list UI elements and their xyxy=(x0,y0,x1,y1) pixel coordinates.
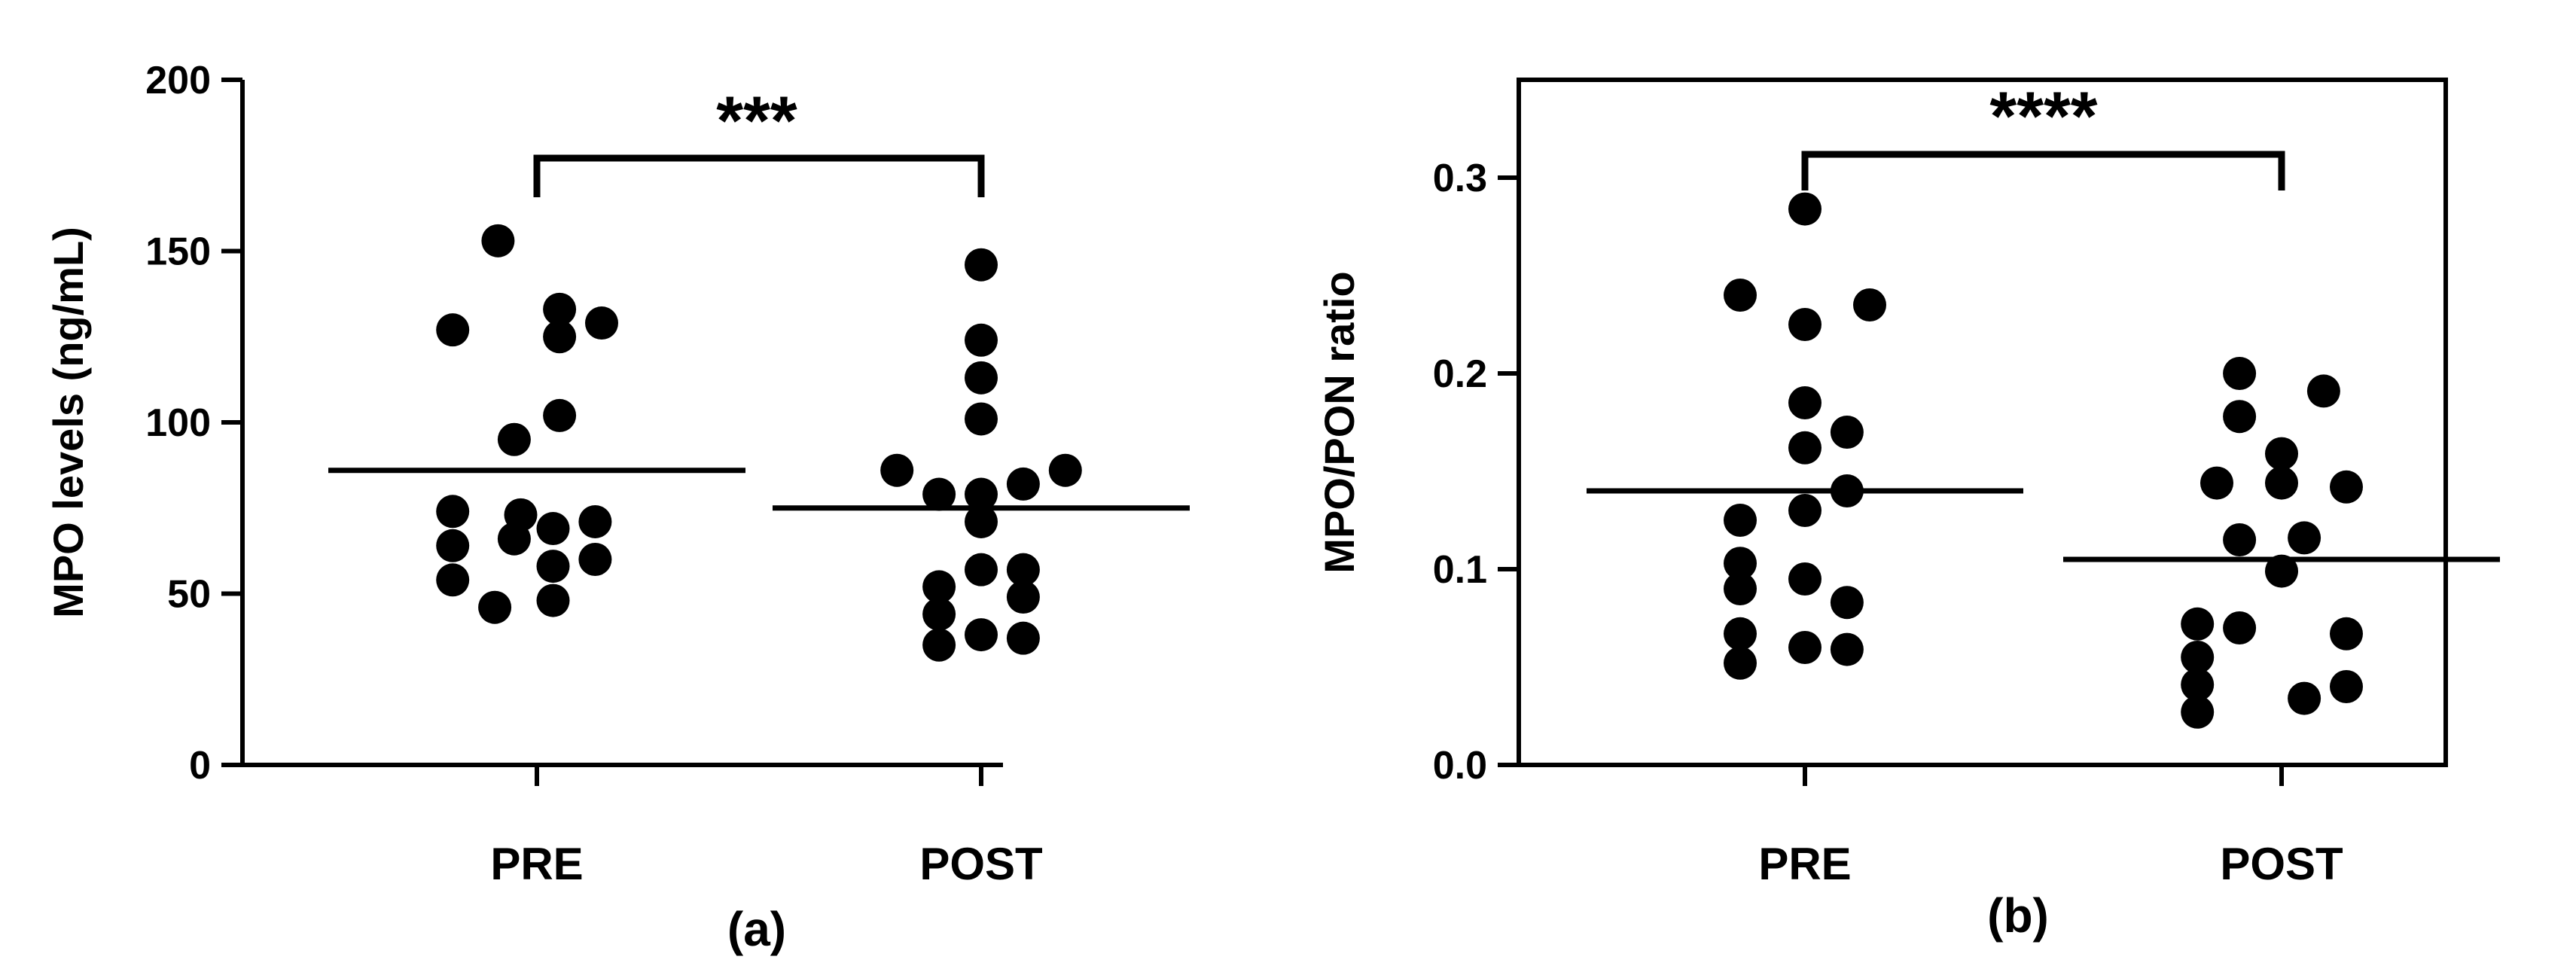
chart-a-post-point xyxy=(880,453,914,487)
chart-a-significance-label: *** xyxy=(716,83,797,160)
chart-b-pre-point xyxy=(1724,617,1757,650)
chart-b-pre-point xyxy=(1788,192,1821,226)
chart-b-pre-point xyxy=(1788,494,1821,527)
chart-b-post-point xyxy=(2265,437,2298,471)
chart-b-ytick-label: 0.3 xyxy=(1433,157,1487,200)
chart-a-post-point xyxy=(965,361,998,395)
chart-b-post-point xyxy=(2288,521,2321,555)
chart-b-post-point xyxy=(2223,611,2257,644)
chart-b-post-point xyxy=(2330,617,2363,650)
chart-a-ytick-label: 150 xyxy=(145,230,211,274)
chart-a-pre-point xyxy=(536,583,570,617)
chart-b-pre-point xyxy=(1788,386,1821,419)
chart-a: 0 50 100 150 200 PRE POST MPO levels (ng/mL) (a)… xyxy=(44,59,1190,956)
chart-b-ytick-label: 0.1 xyxy=(1433,548,1487,592)
chart-b-pre-point xyxy=(1788,431,1821,465)
chart-b-ylabel: MPO/PON ratio xyxy=(1315,271,1363,573)
chart-b-post-point xyxy=(2181,695,2215,729)
chart-a-pre-point xyxy=(543,292,577,326)
chart-a-pre-point xyxy=(436,313,470,347)
chart-a-pre-point xyxy=(497,522,531,556)
chart-a-post-point xyxy=(922,570,956,604)
chart-b-pre-point xyxy=(1830,416,1864,449)
chart-a-significance-bracket xyxy=(533,154,985,197)
chart-a-ytick-label: 200 xyxy=(145,59,211,102)
chart-b-post-point xyxy=(2330,470,2363,504)
chart-a-xtick-label-pre: PRE xyxy=(490,839,583,889)
chart-a-post-point xyxy=(965,504,998,538)
chart-a-pre-point xyxy=(436,529,470,562)
chart-b-post-point xyxy=(2223,357,2257,390)
chart-a-post-point xyxy=(922,628,956,662)
chart-a-post-point xyxy=(965,477,998,511)
chart-a-pre-point xyxy=(481,224,515,257)
chart-b-post-point xyxy=(2181,668,2215,702)
chart-a-pre-point xyxy=(497,422,531,456)
chart-a-pre-point xyxy=(578,543,612,576)
chart-b-pre-point xyxy=(1853,288,1886,321)
chart-b-significance-bracket xyxy=(1801,151,2285,190)
chart-a-pre-point xyxy=(478,590,512,624)
chart-b-post-point xyxy=(2306,374,2340,408)
chart-b-pre-point xyxy=(1724,504,1757,537)
chart-a-pre-point xyxy=(543,398,577,432)
chart-a-post-point xyxy=(965,553,998,586)
chart-a-post-point xyxy=(965,402,998,436)
chart-b-post-point xyxy=(2288,681,2321,715)
chart-a-pre-point xyxy=(436,495,470,529)
chart-b-post-point xyxy=(2265,466,2298,500)
chart-a-post-point xyxy=(1048,453,1082,487)
chart-b-post-point xyxy=(2200,466,2233,500)
chart-b-pre-point xyxy=(1724,547,1757,580)
chart-b-ytick-label: 0.2 xyxy=(1433,352,1487,396)
chart-b: 0.0 0.1 0.2 0.3 PRE POST MPO/PON ratio (b) **** xyxy=(1315,78,2500,943)
chart-a-pre-point xyxy=(436,563,470,597)
chart-a-xtick-label-post: POST xyxy=(919,839,1042,889)
chart-a-post-point xyxy=(1006,553,1040,586)
chart-a-pre-point xyxy=(543,320,577,354)
chart-a-post-point xyxy=(1006,621,1040,655)
chart-b-significance-label: **** xyxy=(1989,78,2097,155)
chart-a-post-point xyxy=(922,477,956,511)
chart-a-axes xyxy=(240,80,1003,767)
chart-b-pre-point xyxy=(1724,646,1757,680)
chart-b-ytick-label: 0.0 xyxy=(1433,744,1487,788)
chart-b-post-point xyxy=(2265,554,2298,588)
chart-b-post-point xyxy=(2181,641,2215,674)
chart-a-pre-point xyxy=(585,306,618,340)
chart-a-ytick-label: 0 xyxy=(189,744,211,788)
chart-a-post-point xyxy=(922,597,956,631)
chart-a-pre-point xyxy=(578,504,612,538)
chart-a-panel-label: (a) xyxy=(727,902,786,956)
chart-b-pre-point xyxy=(1830,632,1864,666)
chart-b-pre-point xyxy=(1724,279,1757,312)
chart-a-post-point xyxy=(1006,580,1040,614)
chart-b-xtick-label-post: POST xyxy=(2220,839,2343,889)
chart-b-pre-point xyxy=(1788,631,1821,664)
chart-a-pre-point xyxy=(536,512,570,546)
chart-a-post-point xyxy=(965,618,998,652)
chart-a-ylabel: MPO levels (ng/mL) xyxy=(44,227,92,618)
chart-b-xtick-label-pre: PRE xyxy=(1758,839,1851,889)
chart-a-post-point xyxy=(965,248,998,282)
chart-b-post-point xyxy=(2181,607,2215,641)
chart-a-ytick-label: 100 xyxy=(145,401,211,445)
chart-b-post-point xyxy=(2330,670,2363,703)
chart-b-pre-point xyxy=(1788,562,1821,596)
chart-a-ytick-label: 50 xyxy=(167,573,211,617)
chart-a-post-point xyxy=(1006,467,1040,501)
chart-a-post-point xyxy=(965,323,998,357)
chart-b-panel-label: (b) xyxy=(1987,888,2049,943)
chart-b-pre-point xyxy=(1788,308,1821,341)
chart-b-frame xyxy=(1517,78,2448,767)
chart-b-pre-point xyxy=(1830,586,1864,620)
chart-b-post-point xyxy=(2223,400,2257,434)
chart-a-pre-point xyxy=(536,550,570,583)
chart-b-post-point xyxy=(2223,523,2257,556)
chart-b-pre-point xyxy=(1724,572,1757,605)
